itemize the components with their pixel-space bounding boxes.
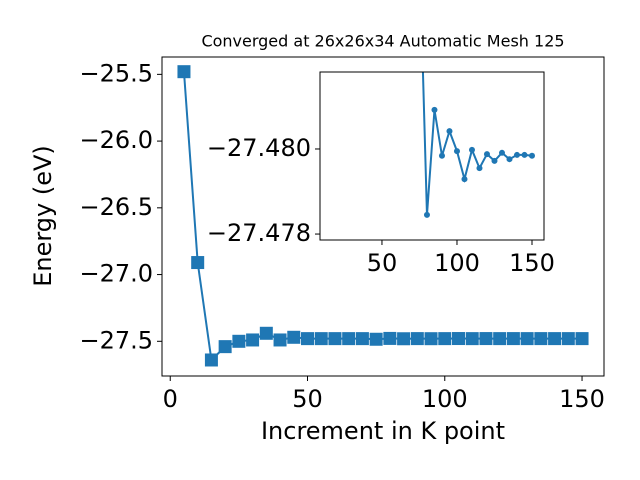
x-tick-label: 50 <box>292 385 323 413</box>
axes-frame <box>161 56 605 377</box>
marker <box>520 332 534 346</box>
x-tick-label: 150 <box>509 249 555 277</box>
marker <box>528 152 535 159</box>
y-tick-label: −27.5 <box>79 326 153 354</box>
x-tick-label: 150 <box>559 385 605 413</box>
chart-title: Converged at 26x26x34 Automatic Mesh 125 <box>201 32 564 51</box>
marker <box>521 151 528 158</box>
x-tick-label: 0 <box>163 385 178 413</box>
marker <box>246 333 260 347</box>
y-axis-label: Energy (eV) <box>29 145 57 287</box>
marker <box>191 256 205 270</box>
marker <box>498 149 505 156</box>
marker <box>493 332 507 346</box>
marker <box>342 332 356 346</box>
marker <box>301 332 315 346</box>
plot-content <box>177 65 589 367</box>
y-tick-label: −27.478 <box>207 219 311 247</box>
marker <box>453 148 460 155</box>
marker <box>446 128 453 135</box>
y-tick-label: −25.5 <box>79 59 153 87</box>
marker <box>328 332 342 346</box>
marker <box>314 332 328 346</box>
marker <box>287 330 301 344</box>
marker <box>383 331 397 345</box>
marker <box>438 152 445 159</box>
x-axis-label: Increment in K point <box>261 417 505 445</box>
marker <box>479 332 493 346</box>
marker <box>548 332 562 346</box>
marker <box>259 326 273 340</box>
series-line <box>421 72 533 215</box>
marker <box>468 146 475 153</box>
marker <box>483 151 490 158</box>
marker <box>513 151 520 158</box>
x-tick-label: 100 <box>434 249 480 277</box>
marker <box>177 65 191 79</box>
marker <box>423 211 430 218</box>
marker <box>575 332 589 346</box>
marker <box>534 332 548 346</box>
marker <box>397 332 411 346</box>
marker <box>461 176 468 183</box>
marker <box>491 157 498 164</box>
marker <box>369 332 383 346</box>
marker <box>561 332 575 346</box>
marker <box>431 106 438 113</box>
marker <box>438 332 452 346</box>
marker <box>218 340 232 354</box>
y-tick-label: −26.5 <box>79 193 153 221</box>
x-tick-label: 50 <box>367 249 398 277</box>
y-tick-label: −27.480 <box>207 134 311 162</box>
marker <box>410 332 424 346</box>
y-tick-label: −27.0 <box>79 260 153 288</box>
marker <box>465 332 479 346</box>
marker <box>424 332 438 346</box>
marker <box>232 334 246 348</box>
marker <box>355 332 369 346</box>
marker <box>451 332 465 346</box>
y-tick-label: −26.0 <box>79 126 153 154</box>
marker <box>476 165 483 172</box>
plot-content <box>421 72 535 218</box>
marker <box>204 353 218 367</box>
marker <box>273 333 287 347</box>
marker <box>506 156 513 163</box>
x-tick-label: 100 <box>422 385 468 413</box>
marker <box>506 332 520 346</box>
axes-frame <box>319 71 545 241</box>
